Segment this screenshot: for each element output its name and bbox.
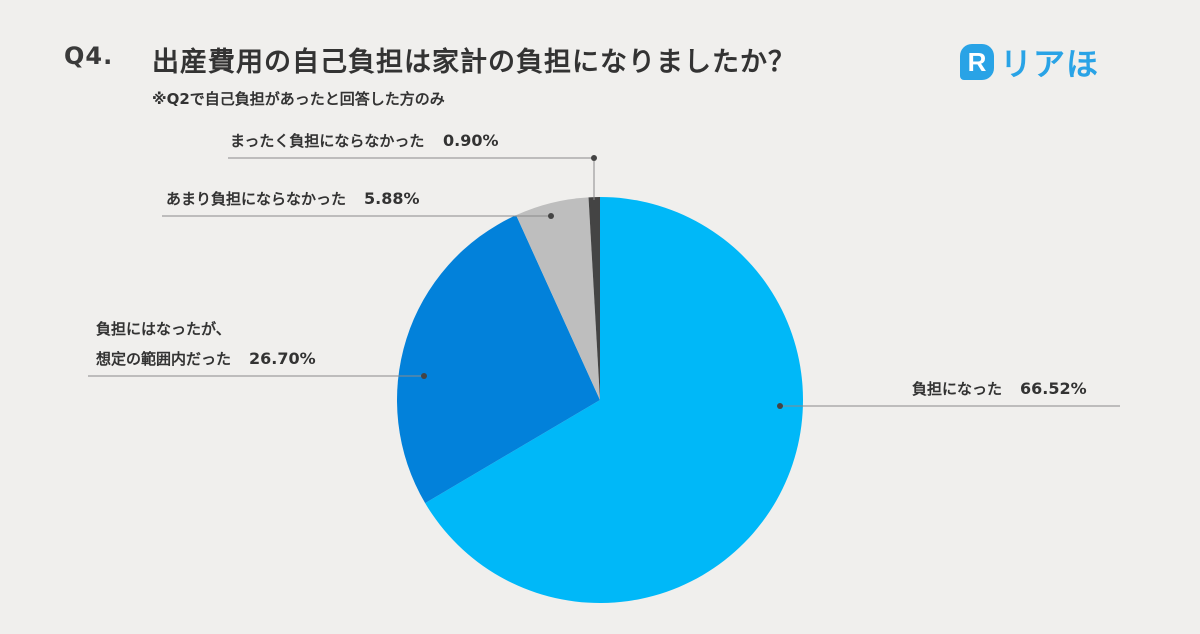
brand-logo: R リアほ xyxy=(960,40,1099,84)
pie-slice xyxy=(425,197,803,603)
pie-slice xyxy=(397,215,600,504)
slice-label: 負担になった xyxy=(912,380,1002,398)
slice-value-label: 66.52% xyxy=(1020,379,1087,398)
pie-slice xyxy=(516,197,600,400)
chart-subtitle: ※Q2で自己負担があったと回答した方のみ xyxy=(152,90,445,108)
callout-dot xyxy=(591,155,597,161)
pie-callouts: 負担になった 66.52% 負担にはなったが、想定の範囲内だった 26.70% あまり負… xyxy=(88,131,1120,409)
callout-dot xyxy=(777,403,783,409)
slice-label: あまり負担にならなかった xyxy=(166,190,346,208)
slice-label: 負担にはなったが、 xyxy=(96,320,231,338)
slice-value-label: 0.90% xyxy=(443,131,499,150)
slice-value-label: 5.88% xyxy=(364,189,420,208)
logo-text: リアほ xyxy=(1000,45,1100,83)
question-number: Q4. xyxy=(64,42,114,70)
header: Q4. 出産費用の自己負担は家計の負担になりましたか？ ※Q2で自己負担があった… xyxy=(0,0,1200,120)
slice-label: まったく負担にならなかった xyxy=(230,132,424,150)
slice-value-label: 26.70% xyxy=(249,349,316,368)
logo-mark-icon: R xyxy=(960,44,994,80)
callout-dot xyxy=(548,213,554,219)
pie-slice xyxy=(588,197,600,400)
callout-dot xyxy=(421,373,427,379)
chart-title: 出産費用の自己負担は家計の負担になりましたか？ xyxy=(152,47,796,78)
slice-label: 想定の範囲内だった xyxy=(95,350,231,368)
pie-slices xyxy=(397,197,803,603)
